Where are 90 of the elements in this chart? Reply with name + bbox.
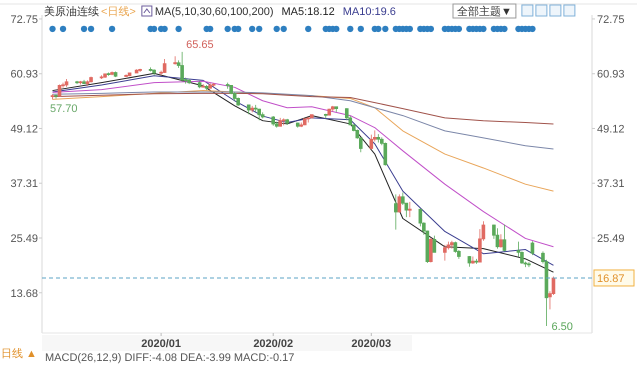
annotation: 全部主题▼: [457, 5, 512, 18]
candlestick: [82, 80, 86, 84]
candlestick: [257, 108, 261, 121]
text: 日线 ▲: [1, 347, 37, 360]
candlestick: [310, 114, 314, 119]
candlestick: [89, 76, 93, 84]
candlestick: [246, 104, 250, 115]
candlestick: [271, 116, 276, 126]
candlestick: [468, 256, 472, 268]
annotation: 57.70: [50, 103, 78, 115]
candlestick: [432, 235, 436, 254]
y2-tick-label: 72.75: [597, 14, 625, 26]
text: MA10:19.6: [342, 6, 396, 18]
candlestick: [499, 234, 503, 248]
candlestick: [306, 116, 310, 123]
candlestick: [527, 262, 531, 268]
chart-title: 美原油连续: [44, 5, 99, 18]
ref-line-label: 16.87: [597, 272, 625, 285]
y-tick-label: 13.68: [10, 288, 38, 300]
x-tick-label: 2020/03: [351, 338, 392, 350]
candlestick: [148, 66, 152, 72]
x-tick-label: 2020/02: [253, 338, 294, 350]
y-tick-label: 37.31: [10, 178, 38, 190]
candlestick: [162, 58, 166, 74]
candlestick: [302, 118, 307, 126]
candlestick: [103, 73, 107, 78]
candlestick: [278, 118, 282, 128]
candlestick: [250, 105, 254, 113]
candlestick: [100, 74, 104, 80]
candlestick: [327, 108, 332, 116]
candlestick: [110, 71, 114, 76]
candlestick: [376, 134, 380, 143]
candlestick: [330, 105, 335, 112]
y-tick-label: 72.75: [10, 14, 38, 26]
annotation: 65.65: [186, 38, 214, 51]
candlestick: [198, 80, 202, 89]
candlestick: [212, 82, 216, 88]
candlestick: [471, 256, 475, 264]
candlestick: [86, 80, 90, 86]
candlestick: [106, 72, 110, 76]
candlestick: [334, 106, 338, 112]
candlestick: [394, 194, 398, 230]
candlestick: [324, 113, 328, 119]
annotation: 6.50: [551, 321, 573, 334]
candlestick: [152, 68, 156, 76]
candlestick: [530, 240, 534, 256]
y2-tick-label: 60.93: [597, 68, 625, 81]
candlestick: [78, 80, 82, 85]
text: MA5:18.12: [282, 6, 335, 18]
candlestick: [282, 118, 286, 126]
y-tick-label: 25.49: [10, 233, 38, 246]
candlestick: [502, 224, 506, 252]
text: MACD(26,12,9) DIFF:-4.08 DEA:-3.99 MACD:-0.17: [45, 352, 294, 364]
candlestick: [58, 84, 62, 97]
y2-tick-label: 37.31: [597, 178, 625, 190]
legend-title: MA(5,10,30,60,100,200): [154, 6, 274, 18]
candlestick: [173, 56, 177, 65]
candlestick: [370, 134, 374, 150]
candlestick: [64, 78, 68, 88]
candlestick: [124, 74, 128, 78]
candlestick: [285, 118, 290, 126]
y2-tick-label: 49.12: [597, 123, 625, 136]
candlestick: [114, 71, 118, 78]
candlestick: [299, 122, 304, 128]
candlestick: [296, 122, 300, 128]
candlestick: [429, 238, 433, 263]
chart-subtitle: <日线>: [101, 5, 136, 18]
candlestick: [450, 240, 454, 250]
y-tick-label: 49.12: [10, 123, 38, 136]
candlestick: [128, 72, 132, 77]
candlestick: [50, 94, 54, 100]
candlestick: [201, 84, 205, 88]
candlestick: [443, 244, 447, 262]
candlestick: [180, 51, 184, 82]
candlestick: [208, 82, 212, 90]
candlestick: [496, 228, 500, 250]
y2-tick-label: 25.49: [597, 233, 625, 246]
candlestick: [260, 112, 264, 119]
candlestick: [408, 201, 412, 218]
candlestick: [138, 68, 142, 72]
candlestick: [75, 80, 79, 84]
candlestick: [187, 78, 191, 84]
candlestick: [474, 258, 478, 264]
candlestick: [54, 94, 58, 99]
x-tick-label: 2020/01: [141, 338, 181, 350]
candlestick: [204, 84, 208, 90]
candlestick: [134, 68, 138, 74]
y-tick-label: 60.93: [10, 68, 38, 81]
line-series: [52, 91, 554, 150]
candlestick: [398, 194, 402, 213]
